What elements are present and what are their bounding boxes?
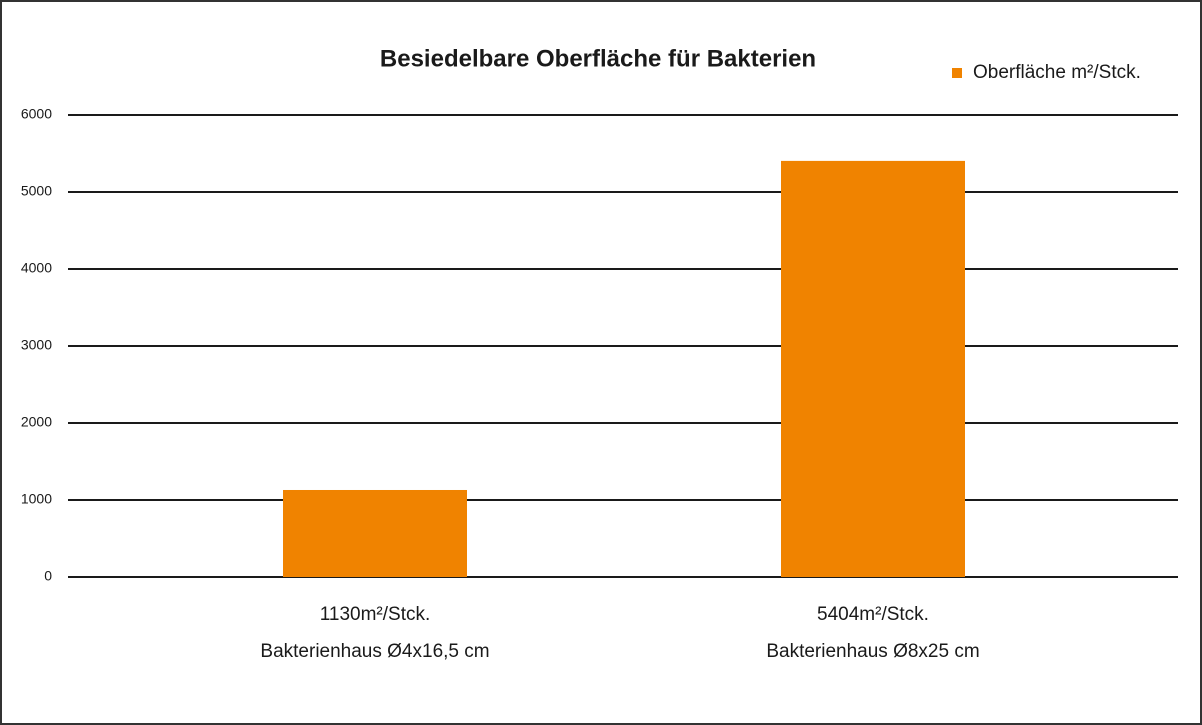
x-tick-label: Bakterienhaus Ø4x16,5 cm	[260, 641, 489, 662]
y-tick-label: 0	[44, 568, 52, 584]
legend-swatch	[952, 68, 962, 78]
chart-title: Besiedelbare Oberfläche für Bakterien	[380, 45, 816, 72]
bar	[283, 489, 467, 577]
y-tick-label: 2000	[21, 414, 52, 430]
x-tick-label: 5404m²/Stck.	[817, 604, 929, 625]
y-tick-label: 6000	[21, 106, 52, 122]
x-tick-label: 1130m²/Stck.	[320, 604, 431, 625]
x-tick-label: Bakterienhaus Ø8x25 cm	[766, 641, 979, 662]
y-tick-label: 1000	[21, 491, 52, 507]
legend-label: Oberfläche m²/Stck.	[973, 62, 1141, 83]
bar	[781, 160, 965, 577]
y-tick-label: 5000	[21, 183, 52, 199]
y-tick-label: 3000	[21, 337, 52, 353]
y-tick-label: 4000	[21, 260, 52, 276]
